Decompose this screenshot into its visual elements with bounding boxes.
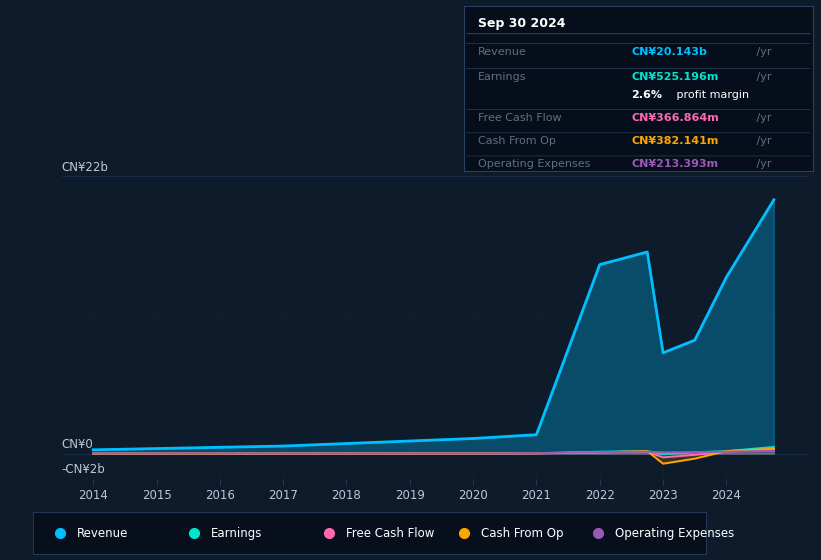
Text: Revenue: Revenue [478, 47, 526, 57]
Text: CN¥213.393m: CN¥213.393m [631, 159, 718, 169]
Text: /yr: /yr [754, 47, 772, 57]
Text: CN¥366.864m: CN¥366.864m [631, 113, 719, 123]
Text: /yr: /yr [754, 72, 772, 82]
Text: CN¥22b: CN¥22b [62, 161, 108, 174]
Text: CN¥525.196m: CN¥525.196m [631, 72, 718, 82]
Text: /yr: /yr [754, 159, 772, 169]
Text: Operating Expenses: Operating Expenses [615, 527, 735, 540]
Text: /yr: /yr [754, 136, 772, 146]
Text: Cash From Op: Cash From Op [478, 136, 556, 146]
Text: 2.6%: 2.6% [631, 90, 663, 100]
Text: Operating Expenses: Operating Expenses [478, 159, 590, 169]
Text: Cash From Op: Cash From Op [480, 527, 563, 540]
Text: Sep 30 2024: Sep 30 2024 [478, 17, 566, 30]
Text: Earnings: Earnings [211, 527, 263, 540]
Text: -CN¥2b: -CN¥2b [62, 463, 105, 476]
Text: CN¥0: CN¥0 [62, 438, 94, 451]
Text: CN¥20.143b: CN¥20.143b [631, 47, 707, 57]
Text: CN¥382.141m: CN¥382.141m [631, 136, 718, 146]
Text: Revenue: Revenue [76, 527, 128, 540]
Text: profit margin: profit margin [673, 90, 750, 100]
Text: Free Cash Flow: Free Cash Flow [346, 527, 434, 540]
Text: Earnings: Earnings [478, 72, 526, 82]
Text: Free Cash Flow: Free Cash Flow [478, 113, 562, 123]
Text: /yr: /yr [754, 113, 772, 123]
